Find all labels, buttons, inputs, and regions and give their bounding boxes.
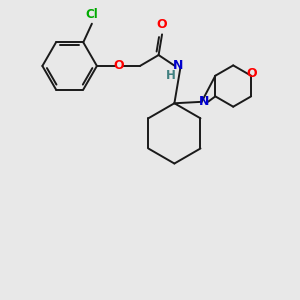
Text: N: N: [173, 59, 184, 73]
Text: O: O: [247, 67, 257, 80]
Text: N: N: [199, 95, 210, 108]
Text: H: H: [166, 69, 176, 82]
Text: O: O: [113, 59, 124, 73]
Text: O: O: [157, 18, 167, 31]
Text: Cl: Cl: [85, 8, 98, 21]
